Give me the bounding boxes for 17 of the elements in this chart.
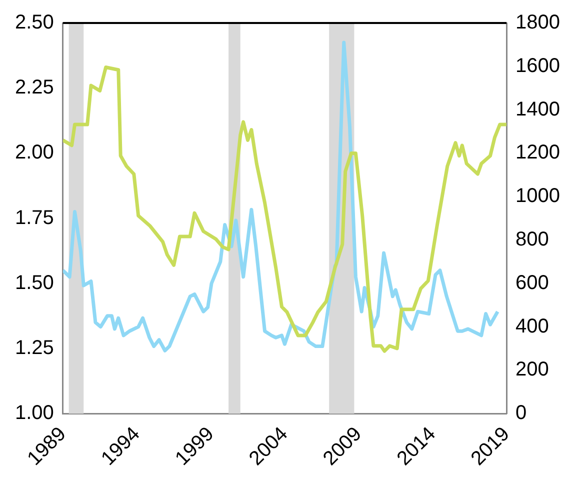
- y-tick-label: 1.00: [14, 402, 54, 424]
- y2-tick-label: 1000: [516, 185, 560, 208]
- y2-tick-label: 1400: [516, 98, 560, 120]
- y2-tick-label: 1800: [516, 12, 560, 34]
- y-tick-label: 1.50: [14, 272, 54, 294]
- y-tick-label: 1.75: [14, 206, 54, 229]
- y2-tick-label: 200: [516, 358, 549, 381]
- y-tick-label: 2.25: [14, 76, 54, 99]
- y-tick-label: 2.50: [14, 12, 54, 34]
- y2-tick-label: 1200: [516, 142, 560, 164]
- y2-tick-label: 600: [516, 272, 549, 294]
- y2-tick-label: 1600: [516, 54, 560, 77]
- y-tick-label: 2.00: [14, 142, 54, 164]
- y2-tick-label: 800: [516, 228, 549, 250]
- y2-tick-label: 400: [516, 315, 549, 338]
- y-tick-label: 1.25: [14, 336, 54, 359]
- y2-tick-label: 0: [516, 402, 527, 424]
